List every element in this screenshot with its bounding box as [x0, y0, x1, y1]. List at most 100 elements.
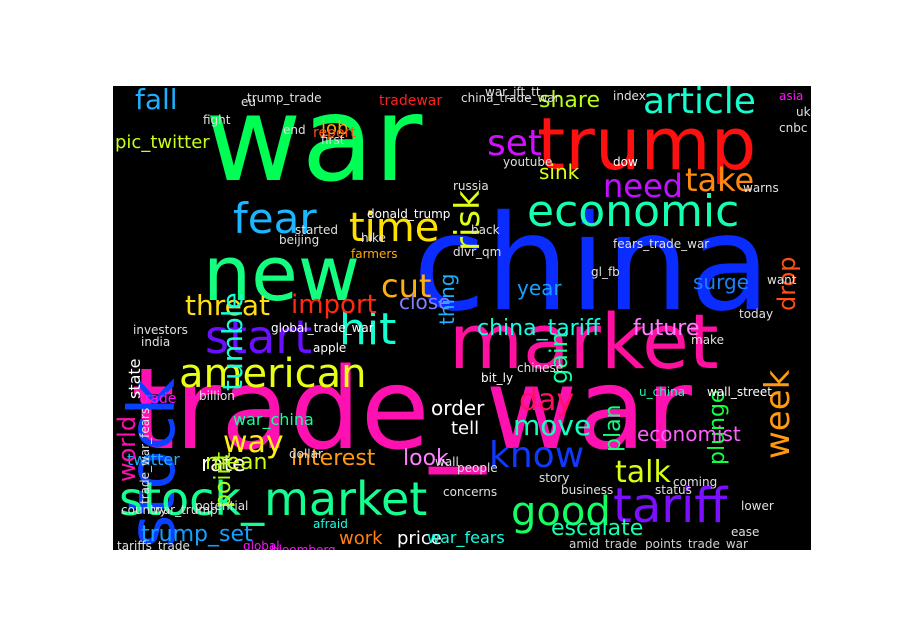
word-rate: rate: [201, 452, 246, 477]
word-global-trade-war: global_trade_war: [271, 321, 374, 335]
word-wall-street: wall_street: [707, 385, 772, 399]
word-american: american: [179, 351, 367, 397]
word-thing: thing: [435, 273, 459, 325]
word-china-trade-war: china_trade_war: [461, 91, 560, 105]
word-asia: asia: [779, 89, 804, 103]
word-investors: investors: [133, 323, 188, 337]
word-fear: fear: [233, 194, 317, 243]
word-first: first: [321, 133, 345, 147]
word-hike: hike: [361, 231, 386, 245]
word-uk: uk: [796, 105, 811, 119]
word-story: story: [539, 471, 570, 485]
word-trump: trump: [537, 102, 757, 186]
word-import: import: [291, 290, 377, 320]
word-gl-fb: gl_fb: [591, 265, 620, 279]
word-work: work: [339, 528, 383, 549]
word-fears-trade-war: fears_trade_war: [613, 237, 710, 251]
word-bloomberg: bloomberg: [271, 543, 336, 550]
word-start: start: [205, 310, 313, 364]
word-fight: fight: [203, 113, 231, 127]
word-trump-set: trump_set: [141, 522, 253, 547]
word-world: world: [113, 415, 141, 482]
word-russia: russia: [453, 179, 489, 193]
word-article: article: [643, 86, 756, 122]
word-time: time: [349, 205, 440, 251]
word-points-trade-war: points_trade_war: [645, 537, 748, 550]
word-new: new: [203, 229, 361, 318]
word-war-ift-tt: war_ift_tt: [485, 86, 541, 99]
word-trade: trade: [139, 391, 177, 407]
word-status: status: [655, 483, 692, 497]
word-report: report: [313, 125, 356, 141]
word-future: future: [633, 316, 700, 341]
word-stock-market: stock_market: [119, 472, 428, 526]
word-share: share: [539, 88, 600, 113]
word-tumble: tumble: [216, 292, 249, 391]
word-donald-trump: donald_trump: [367, 207, 451, 221]
word-tell: tell: [451, 418, 480, 439]
word-eu: eu: [241, 95, 256, 109]
word-china-tariff: china_tariff: [477, 316, 600, 341]
word-move: move: [513, 409, 592, 442]
word-dollar: dollar: [289, 447, 323, 461]
word-lower: lower: [741, 499, 774, 513]
word-tradewar: tradewar: [379, 93, 443, 109]
word-back: back: [471, 223, 500, 237]
word-chinese: chinese: [517, 361, 564, 375]
word-billion: billion: [199, 389, 235, 403]
word-index: index: [613, 89, 646, 103]
word-interest: interest: [291, 446, 376, 471]
word-warns: warns: [743, 181, 779, 195]
word-economic: economic: [527, 186, 740, 237]
word-business: business: [561, 483, 614, 497]
word-coming: coming: [673, 475, 718, 489]
word-today: today: [739, 307, 774, 321]
word-started: started: [295, 223, 338, 237]
word-sink: sink: [539, 160, 580, 184]
word-global: global: [243, 539, 280, 550]
word-way: way: [223, 425, 284, 460]
word-u-china: u_china: [639, 385, 686, 399]
word-mean: mean: [205, 450, 268, 475]
word-want: want: [767, 273, 797, 287]
word-set: set: [487, 123, 543, 164]
word-war: war: [205, 86, 423, 208]
word-beijing: beijing: [279, 233, 320, 247]
word-cut: cut: [381, 267, 432, 305]
word-india: india: [141, 335, 171, 349]
word-fall: fall: [135, 86, 178, 116]
word-price: price: [397, 528, 442, 549]
word-week: week: [758, 369, 798, 459]
word-market: market: [449, 297, 719, 386]
word-dlvr-qm: dlvr_qm: [453, 245, 502, 259]
word-apple: apple: [313, 341, 347, 355]
word-afraid: afraid: [313, 517, 348, 531]
word-day: day: [519, 383, 575, 418]
word-make: make: [691, 333, 724, 347]
word-look: look: [403, 446, 449, 471]
word-escalate: escalate: [551, 516, 644, 541]
word-twitter: twitter: [127, 450, 180, 469]
word-ease: ease: [731, 525, 760, 539]
word-potential: potential: [195, 499, 249, 513]
word-cnbc: cnbc: [779, 121, 808, 135]
word-take: take: [685, 161, 755, 199]
word-trump-trade: trump_trade: [247, 91, 322, 105]
word-trade-war: trade_war: [131, 345, 692, 475]
word-trade-war-fears: trade_war_fears: [138, 407, 152, 504]
word-wall: wall: [435, 455, 459, 469]
word-hit: hit: [339, 304, 397, 355]
word-talk: talk: [615, 455, 671, 490]
word-know: know: [489, 435, 585, 476]
word-surge: surge: [693, 270, 749, 294]
word-plan: plan: [601, 404, 626, 452]
word-good: good: [511, 489, 611, 535]
word-economist: economist: [637, 422, 741, 446]
word-tariffs-trade: tariffs_trade: [117, 539, 190, 550]
word-tariff: tariff: [613, 478, 728, 534]
word-need: need: [603, 167, 683, 205]
word-war-china: war_china: [233, 410, 314, 429]
word-year: year: [517, 276, 562, 300]
word-farmers: farmers: [351, 247, 398, 261]
word-pic-twitter: pic_twitter: [115, 132, 210, 153]
